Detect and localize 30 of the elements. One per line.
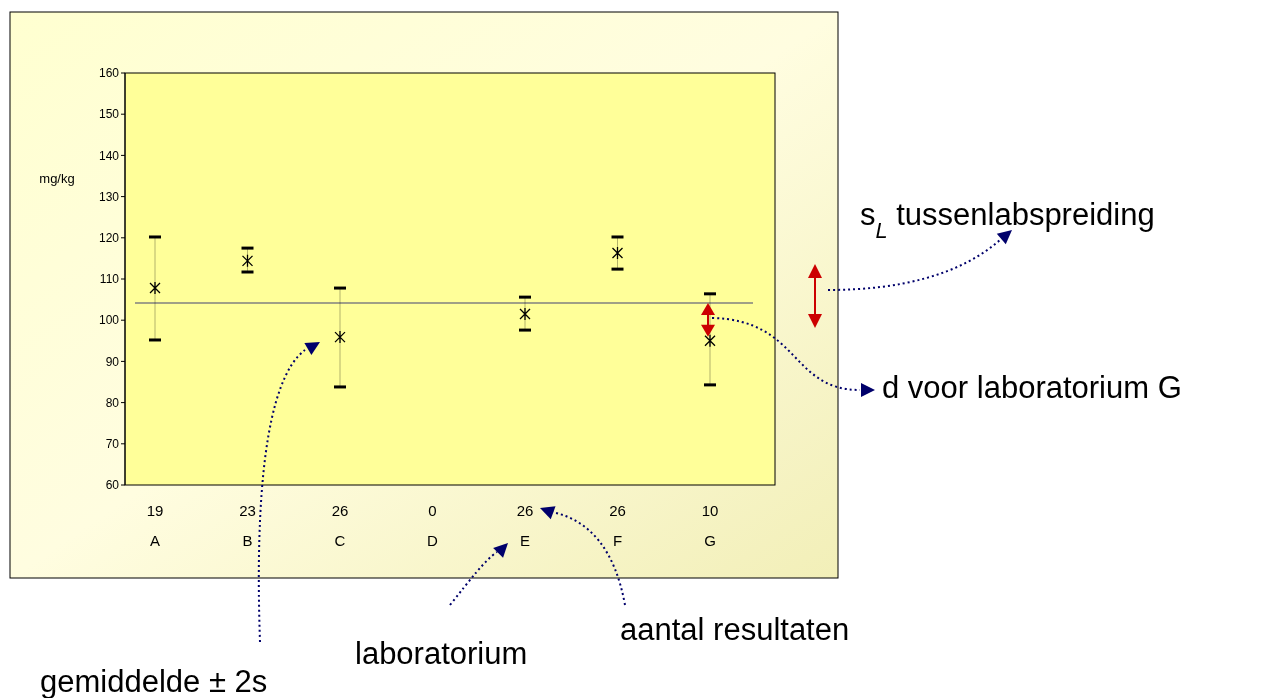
text: s$_{L}$ tussenlabspreiding: [860, 197, 1155, 243]
text: gemiddelde ± 2s: [40, 664, 268, 698]
point: [334, 330, 346, 344]
y-tick-label: 150: [98, 107, 120, 122]
x-tick-label: 19 A: [146, 502, 164, 549]
point: [611, 246, 624, 260]
text: d voor laboratorium G: [882, 370, 1182, 405]
y-tick-label: 160: [98, 66, 120, 81]
y-tick-label: 120: [98, 231, 120, 245]
x-tick-label: 0 D: [427, 502, 439, 549]
y-tick-label: 100: [98, 313, 120, 328]
y-tick-label: 70: [105, 437, 120, 451]
y-tick-label: 130: [98, 189, 120, 204]
y-tick-label: 140: [98, 148, 120, 163]
y-tick-label: 110: [99, 272, 120, 287]
text: aantal resultaten: [620, 612, 850, 647]
text: laboratorium: [355, 636, 528, 671]
x-tick-label: 10 G: [701, 502, 719, 549]
y-axis-title: mg/kg: [39, 171, 75, 186]
y-tick-label: 80: [105, 395, 120, 410]
point: [241, 254, 254, 268]
x-tick-label: 26 E: [516, 502, 534, 549]
y-tick-label: 90: [105, 354, 120, 369]
point: [704, 334, 716, 348]
point: [149, 281, 161, 295]
y-tick-label: 60: [105, 478, 120, 493]
point: [519, 307, 531, 321]
x-tick-label: 23 B: [239, 502, 256, 549]
x-tick-label: 26 C: [331, 502, 349, 549]
x-tick-label: 26 F: [609, 502, 626, 549]
